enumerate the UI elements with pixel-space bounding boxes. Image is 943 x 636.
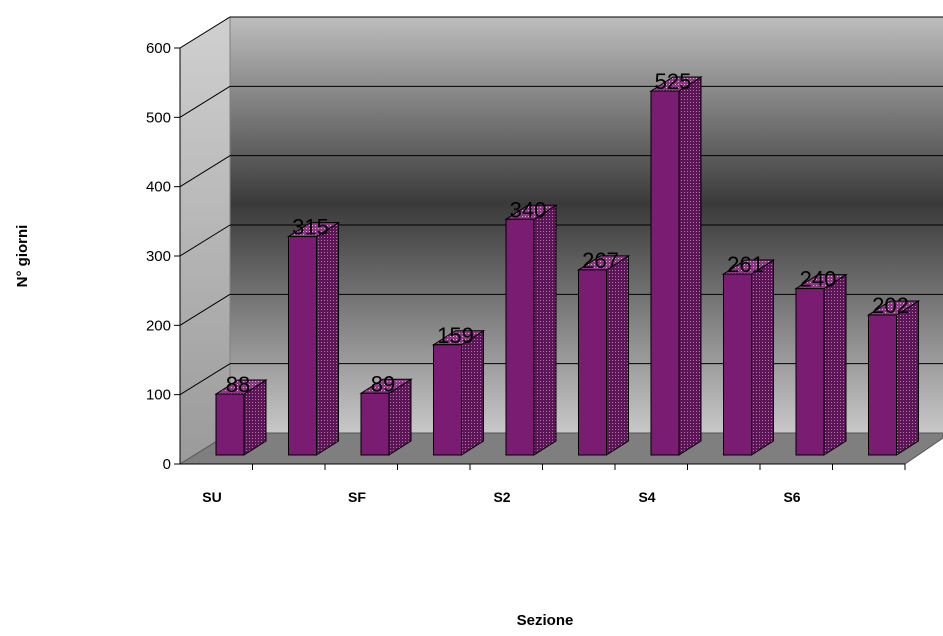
y-tick-label: 400 (146, 179, 171, 196)
bar-side (897, 301, 919, 455)
data-label: 315 (292, 215, 329, 240)
x-tick-label: SU (202, 489, 221, 505)
y-tick-label: 500 (146, 109, 171, 126)
x-tick-label: S4 (638, 489, 655, 505)
bar (361, 393, 389, 455)
x-axis-title: Sezione (517, 612, 574, 629)
y-tick-label: 300 (146, 248, 171, 265)
bar (796, 289, 824, 455)
bar (216, 394, 244, 455)
data-label: 88 (226, 372, 250, 397)
x-tick-label: S6 (783, 489, 800, 505)
x-axis-ticks: SU SF S2 S4 S6 (202, 464, 905, 505)
data-label: 267 (582, 248, 619, 273)
data-label: 89 (371, 371, 395, 396)
y-tick-label: 100 (146, 387, 171, 404)
data-label: 240 (800, 267, 837, 292)
bar-side (679, 77, 701, 455)
y-tick-label: 200 (146, 317, 171, 334)
data-label: 525 (655, 69, 692, 94)
bar (724, 274, 752, 455)
bar-side (607, 256, 629, 455)
y-axis-title: N° giorni (14, 225, 31, 288)
y-axis-ticks: 0 100 200 300 400 500 600 (146, 40, 180, 473)
data-label: 202 (872, 293, 909, 318)
bar (289, 237, 317, 455)
bar (869, 315, 897, 455)
x-tick-label: S2 (493, 489, 510, 505)
data-label: 340 (510, 197, 547, 222)
bar-side (462, 331, 484, 455)
x-tick-label: SF (348, 489, 366, 505)
bar-side (752, 260, 774, 455)
data-label: 261 (727, 252, 764, 277)
bar-side (534, 205, 556, 455)
data-label: 159 (437, 323, 474, 348)
bar (506, 219, 534, 455)
y-tick-label: 0 (163, 456, 171, 473)
bar (651, 91, 679, 455)
y-tick-label: 600 (146, 40, 171, 57)
bar (434, 345, 462, 455)
bar-side (317, 223, 339, 455)
bar (579, 270, 607, 455)
bar-side (824, 275, 846, 455)
